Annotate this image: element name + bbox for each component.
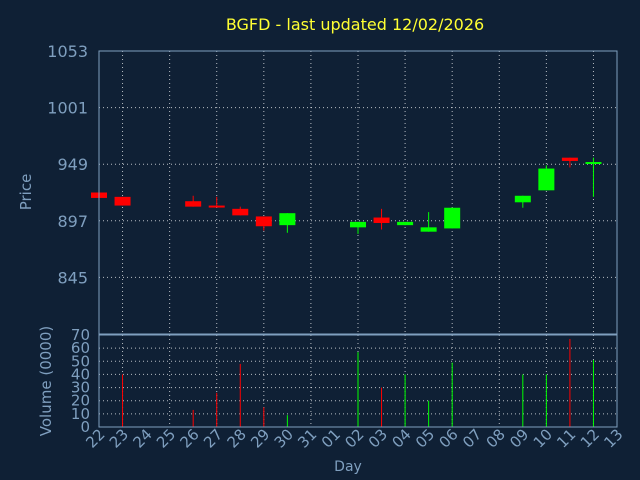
candles: [91, 157, 602, 234]
volume-bars: [122, 338, 594, 427]
volume-tick-label: 0: [80, 418, 90, 436]
volume-tick-label: 10: [71, 405, 90, 423]
candle-body: [561, 157, 578, 161]
candle-body: [538, 168, 555, 191]
candle-body: [350, 221, 366, 228]
volume-tick-label: 20: [71, 392, 90, 410]
volume-tick-label: 60: [71, 339, 90, 357]
candle-body: [420, 227, 437, 232]
candle-body: [444, 207, 461, 229]
price-tick-label: 1001: [47, 99, 88, 118]
volume-axis-label: Volume (0000): [37, 326, 55, 436]
price-y-ticks: 1053 1001 949 897 845: [47, 42, 88, 287]
candle-body: [185, 201, 202, 207]
candle-body: [232, 208, 249, 216]
price-panel: 1053 1001 949 897 845 Price: [17, 42, 618, 335]
candle-body: [514, 195, 531, 203]
candle-body: [279, 213, 296, 226]
candle-body: [585, 162, 602, 165]
price-tick-label: 1053: [47, 42, 88, 61]
price-tick-label: 845: [57, 268, 88, 287]
volume-tick-label: 40: [71, 365, 90, 383]
price-tick-label: 897: [57, 212, 88, 231]
volume-tick-label: 30: [71, 379, 90, 397]
candle-body: [255, 216, 272, 227]
x-tick-labels: 2223242526272829303101020304050607080910…: [82, 425, 626, 451]
volume-tick-label: 70: [71, 326, 90, 344]
price-frame: [98, 50, 618, 335]
volume-frame: [98, 334, 618, 428]
volume-tick-label: 50: [71, 352, 90, 370]
price-tick-label: 949: [57, 155, 88, 174]
chart-title: BGFD - last updated 12/02/2026: [226, 15, 484, 34]
candle-body: [114, 196, 131, 206]
candle-body: [373, 217, 390, 223]
x-axis-label: Day: [334, 459, 362, 475]
candle-body: [397, 221, 414, 226]
price-axis-label: Price: [17, 174, 35, 211]
candle-body: [208, 205, 225, 208]
